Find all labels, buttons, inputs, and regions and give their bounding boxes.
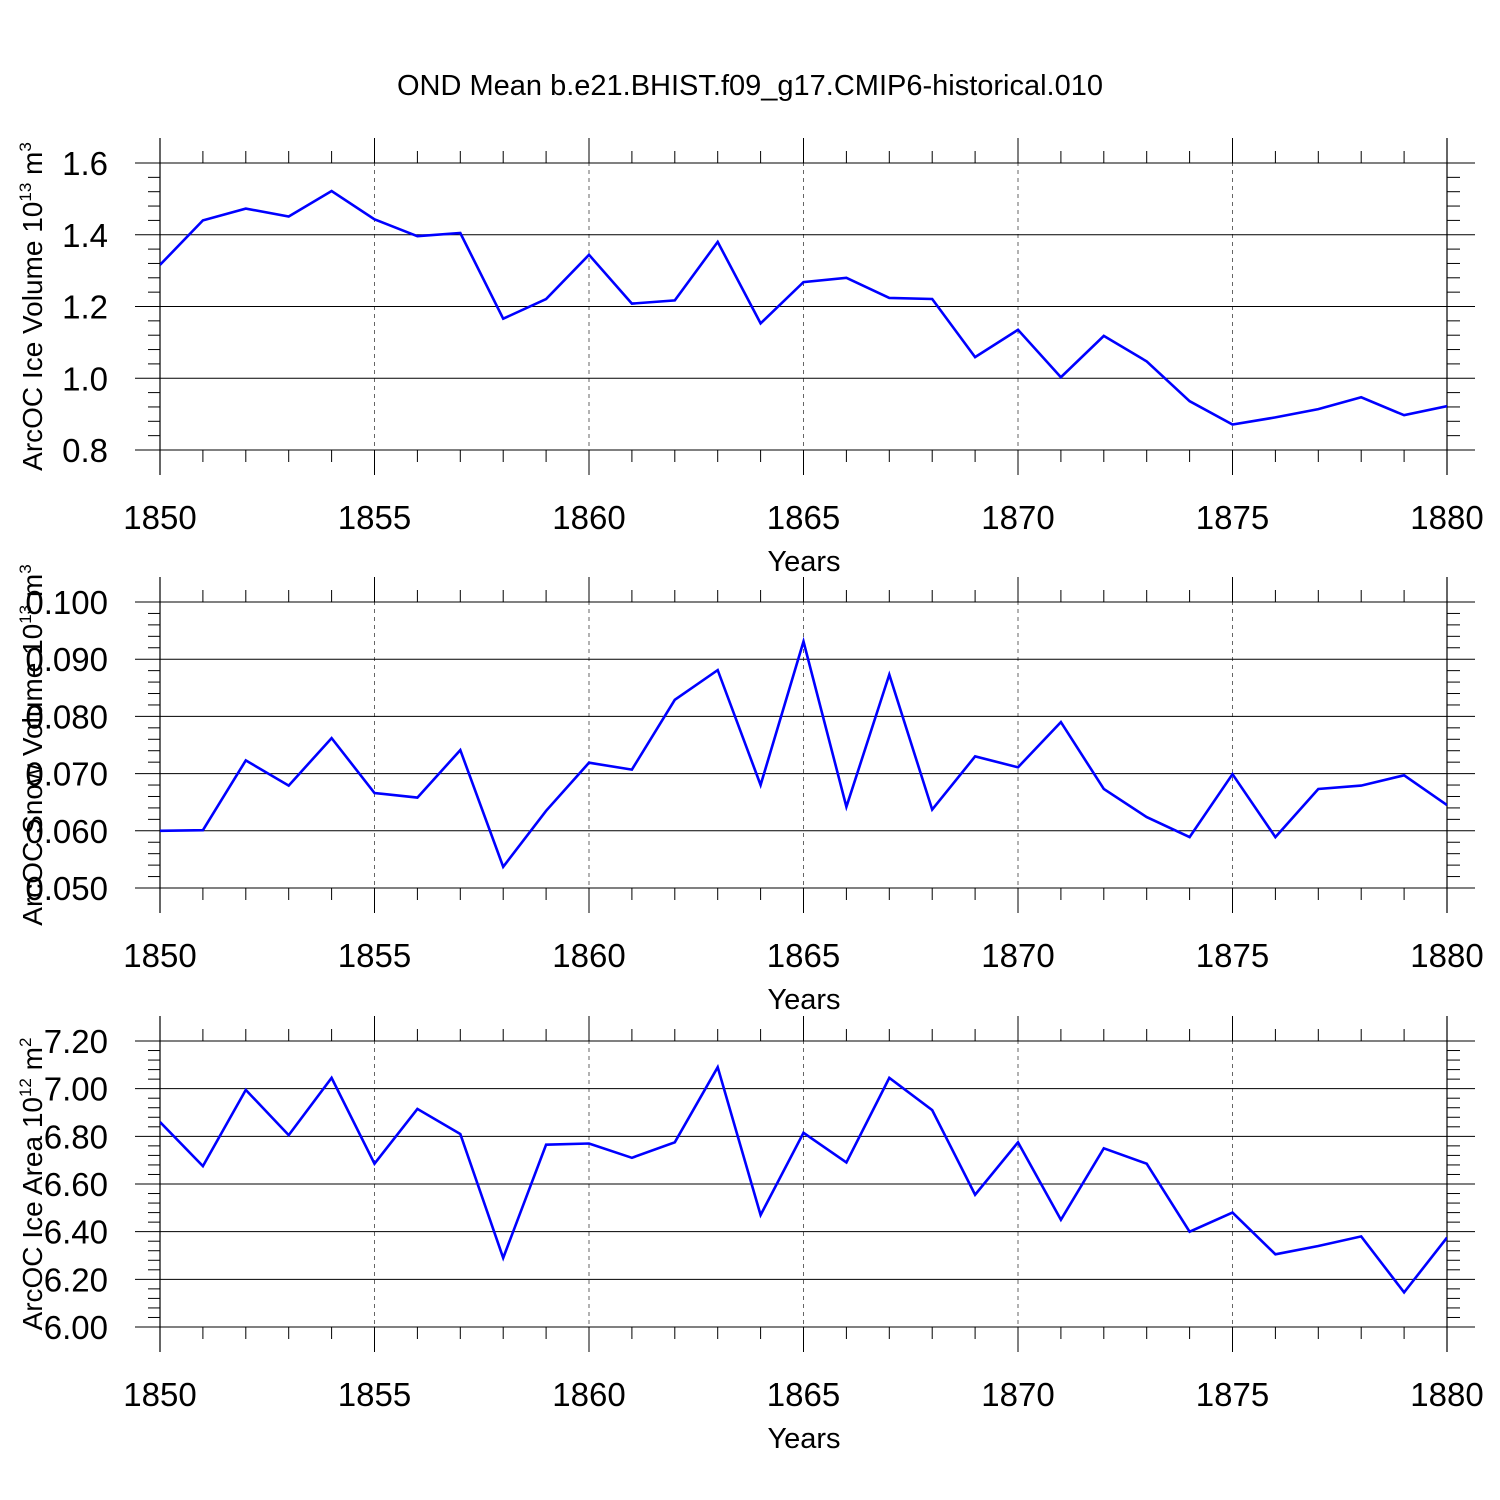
y-tick-label: 1.0: [62, 360, 108, 397]
y-tick-label: 7.20: [44, 1023, 108, 1060]
y-tick-label: 0.050: [25, 870, 108, 907]
x-tick-label: 1865: [767, 937, 840, 974]
x-tick-label: 1865: [767, 499, 840, 536]
x-tick-label: 1855: [338, 499, 411, 536]
y-tick-label: 7.00: [44, 1071, 108, 1108]
x-tick-label: 1880: [1410, 499, 1483, 536]
y-tick-label: 0.090: [25, 641, 108, 678]
x-tick-label: 1880: [1410, 937, 1483, 974]
x-tick-label: 1880: [1410, 1376, 1483, 1413]
x-tick-label: 1860: [552, 1376, 625, 1413]
x-axis-title: Years: [767, 546, 840, 578]
y-tick-label: 0.100: [25, 584, 108, 621]
x-tick-label: 1875: [1196, 1376, 1269, 1413]
y-axis-title: ArcOC Ice Volume 1013 m3: [16, 142, 48, 471]
panel-1: 0.8 1.0 1.2 1.4 1.6 1850 1855 1860 1865 1870 1875 1…: [16, 138, 1484, 578]
x-tick-label: 1855: [338, 1376, 411, 1413]
y-tick-label: 6.40: [44, 1214, 108, 1251]
x-tick-label: 1850: [123, 1376, 196, 1413]
x-tick-label: 1850: [123, 499, 196, 536]
x-tick-label: 1850: [123, 937, 196, 974]
x-tick-label: 1870: [981, 1376, 1054, 1413]
y-axis-title: ArcOC Ice Area 1012 m2: [16, 1038, 48, 1331]
x-tick-label: 1870: [981, 499, 1054, 536]
x-tick-label: 1865: [767, 1376, 840, 1413]
y-tick-label: 1.4: [62, 217, 108, 254]
y-axis-title: ArcOC Snow Volume 1013 m3: [16, 564, 48, 925]
x-tick-label: 1875: [1196, 937, 1269, 974]
panel-3: 6.00 6.20 6.40 6.60 6.80 7.00 7.20 1850 1855 1860…: [16, 1016, 1484, 1455]
y-tick-label: 6.80: [44, 1118, 108, 1155]
y-tick-label: 1.6: [62, 145, 108, 182]
x-axis-title: Years: [767, 984, 840, 1016]
figure-title: OND Mean b.e21.BHIST.f09_g17.CMIP6-histo…: [397, 70, 1103, 102]
x-tick-label: 1855: [338, 937, 411, 974]
series-line: [160, 636, 1447, 870]
panel-2: 0.050 0.060 0.070 0.080 0.090 0.100 1850 1855 18…: [16, 564, 1484, 1016]
y-tick-label: 0.070: [25, 756, 108, 793]
panels: 0.8 1.0 1.2 1.4 1.6 1850 1855 1860 1865 1870 1875 1…: [16, 138, 1484, 1455]
y-tick-label: 6.60: [44, 1166, 108, 1203]
series-line: [160, 189, 1447, 426]
x-tick-label: 1860: [552, 499, 625, 536]
y-tick-label: 1.2: [62, 289, 108, 326]
y-tick-label: 6.00: [44, 1309, 108, 1346]
x-tick-label: 1870: [981, 937, 1054, 974]
y-tick-label: 0.8: [62, 432, 108, 469]
y-tick-label: 0.080: [25, 698, 108, 735]
y-tick-label: 0.060: [25, 813, 108, 850]
x-tick-label: 1860: [552, 937, 625, 974]
x-tick-label: 1875: [1196, 499, 1269, 536]
x-axis-title: Years: [767, 1423, 840, 1455]
y-tick-label: 6.20: [44, 1261, 108, 1298]
series-line: [160, 1063, 1447, 1295]
